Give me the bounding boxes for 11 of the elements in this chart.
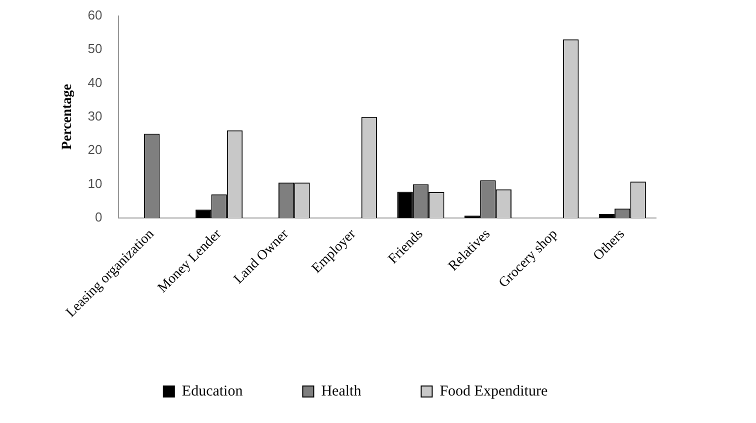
y-tick-label: 20: [88, 142, 102, 158]
y-tick-label: 50: [88, 41, 102, 56]
y-tick-label: 10: [88, 176, 102, 191]
y-tick-label: 40: [88, 74, 102, 90]
y-tick-label: 60: [88, 7, 102, 22]
y-tick-label: 0: [95, 210, 102, 225]
legend-label: Education: [182, 383, 244, 400]
legend-label: Health: [321, 383, 362, 400]
y-tick-label: 30: [88, 108, 102, 124]
legend-label: Food Expenditure: [440, 383, 548, 400]
y-axis-title: Percentage: [60, 84, 76, 150]
